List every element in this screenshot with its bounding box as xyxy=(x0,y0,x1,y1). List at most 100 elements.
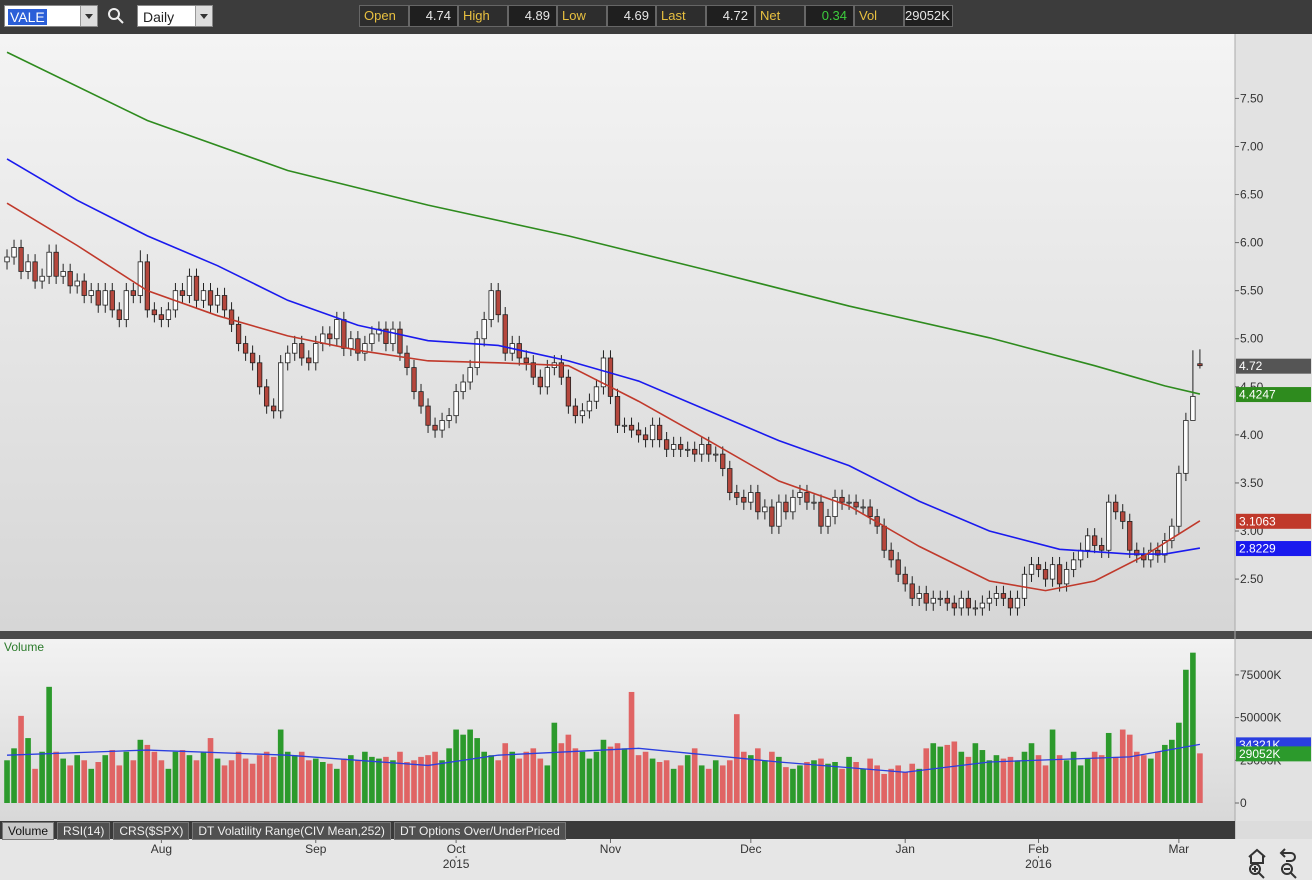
search-icon[interactable] xyxy=(107,7,125,25)
volume-bar xyxy=(572,748,579,803)
volume-bar xyxy=(495,760,502,803)
candle-body xyxy=(888,549,894,561)
volume-bar xyxy=(116,765,123,803)
indicator-tab[interactable]: DT Volatility Range(CIV Mean,252) xyxy=(192,822,391,840)
volume-bar xyxy=(1162,744,1168,803)
volume-bar xyxy=(397,751,403,803)
y-tick-label: 6.00 xyxy=(1240,236,1264,250)
volume-bar xyxy=(1000,758,1007,803)
volume-bar xyxy=(39,751,45,803)
price-pane xyxy=(0,34,1235,631)
period-select[interactable]: Daily xyxy=(137,5,213,27)
candle-body xyxy=(179,290,186,296)
candle-body xyxy=(341,319,347,349)
candle-body xyxy=(951,602,957,609)
volume-bar xyxy=(446,748,452,803)
volume-bar xyxy=(825,763,831,803)
volume-bar xyxy=(986,760,993,803)
volume-bar xyxy=(509,751,516,803)
candle-body xyxy=(362,343,368,354)
volume-bar xyxy=(776,756,782,803)
volume-bar xyxy=(783,767,789,803)
volume-bar xyxy=(341,758,347,803)
candle-body xyxy=(53,251,59,277)
volume-bar xyxy=(235,751,242,803)
period-dropdown[interactable] xyxy=(195,6,212,26)
candle-body xyxy=(95,290,101,306)
candle-body xyxy=(186,275,193,296)
volume-bar xyxy=(523,751,530,803)
price-tag xyxy=(1236,746,1311,762)
candle-body xyxy=(811,501,817,504)
price-tag xyxy=(1236,513,1311,529)
indicator-tab[interactable]: CRS($SPX) xyxy=(113,822,190,840)
candle-body xyxy=(916,593,922,599)
volume-bar xyxy=(481,751,487,803)
zoom-in-icon[interactable] xyxy=(1249,863,1265,879)
undo-icon[interactable] xyxy=(1279,848,1296,862)
price-tag-label: 29052K xyxy=(1239,747,1280,761)
volume-bar xyxy=(516,758,523,803)
indicator-tab[interactable]: Volume xyxy=(2,822,55,840)
volume-bar xyxy=(1140,755,1147,803)
candle-body xyxy=(369,333,375,344)
volume-bar xyxy=(165,768,172,803)
candle-body xyxy=(1028,564,1035,575)
volume-bar xyxy=(25,738,31,803)
candle-body xyxy=(832,496,838,517)
candle-body xyxy=(1014,597,1021,609)
candle-body xyxy=(1035,564,1042,570)
volume-bar xyxy=(909,763,916,803)
volume-bar xyxy=(137,739,144,803)
symbol-dropdown[interactable] xyxy=(80,6,97,26)
volume-bar xyxy=(614,743,621,803)
candle-body xyxy=(537,376,543,388)
volume-bar xyxy=(123,751,130,803)
candle-body xyxy=(635,429,642,436)
home-icon[interactable] xyxy=(1248,848,1266,864)
candle-body xyxy=(734,492,740,498)
candle-body xyxy=(327,333,333,340)
volume-bar xyxy=(334,768,340,803)
candle-body xyxy=(678,444,684,450)
date-axis-area xyxy=(0,839,1312,880)
volume-axis-area xyxy=(1235,639,1312,821)
candle-body xyxy=(144,261,151,311)
candle-body xyxy=(979,602,986,609)
indicator-tab[interactable]: DT Options Over/UnderPriced xyxy=(393,822,566,840)
candle-body xyxy=(158,314,165,320)
volume-bar xyxy=(930,743,937,803)
candle-body xyxy=(670,444,677,450)
volume-bar xyxy=(979,750,986,803)
price-tag-label: 4.72 xyxy=(1239,359,1263,373)
candle-body xyxy=(1134,549,1140,556)
candle-body xyxy=(334,319,340,340)
candle-body xyxy=(313,343,319,364)
volume-bar xyxy=(972,743,979,803)
volume-title: Volume xyxy=(4,640,44,654)
volume-bar xyxy=(860,768,866,803)
zoom-out-icon[interactable] xyxy=(1281,863,1297,879)
symbol-input[interactable]: VALE xyxy=(4,5,98,27)
volume-bar xyxy=(1028,743,1035,803)
candle-body xyxy=(713,453,719,456)
candle-body xyxy=(1169,525,1175,542)
y-tick-label: 4.00 xyxy=(1240,428,1264,442)
candle-body xyxy=(909,583,915,599)
volume-bar xyxy=(635,755,642,803)
volume-tick-label: 0 xyxy=(1240,796,1247,810)
volume-bar xyxy=(263,751,270,803)
volume-bar xyxy=(790,768,796,803)
candle-body xyxy=(1127,521,1133,551)
candle-body xyxy=(776,501,782,527)
indicator-tab[interactable]: RSI(14) xyxy=(57,822,111,840)
candle-body xyxy=(488,290,494,320)
candle-body xyxy=(474,338,480,368)
x-tick-label: Aug xyxy=(151,842,172,856)
candle-body xyxy=(790,496,796,513)
volume-bar xyxy=(355,760,361,803)
volume-bar xyxy=(67,765,73,803)
y-tick-label: 7.00 xyxy=(1240,139,1264,153)
candle-body xyxy=(256,362,263,388)
volume-bar xyxy=(881,773,887,803)
